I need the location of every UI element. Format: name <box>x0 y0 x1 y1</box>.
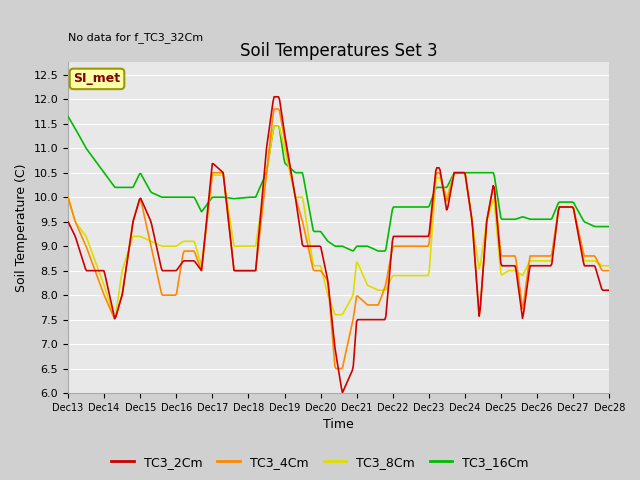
Y-axis label: Soil Temperature (C): Soil Temperature (C) <box>15 164 28 292</box>
Text: SI_met: SI_met <box>74 72 120 85</box>
Text: No data for f_TC3_32Cm: No data for f_TC3_32Cm <box>68 32 203 43</box>
Legend: TC3_2Cm, TC3_4Cm, TC3_8Cm, TC3_16Cm: TC3_2Cm, TC3_4Cm, TC3_8Cm, TC3_16Cm <box>106 451 534 474</box>
X-axis label: Time: Time <box>323 419 354 432</box>
Title: Soil Temperatures Set 3: Soil Temperatures Set 3 <box>240 42 438 60</box>
